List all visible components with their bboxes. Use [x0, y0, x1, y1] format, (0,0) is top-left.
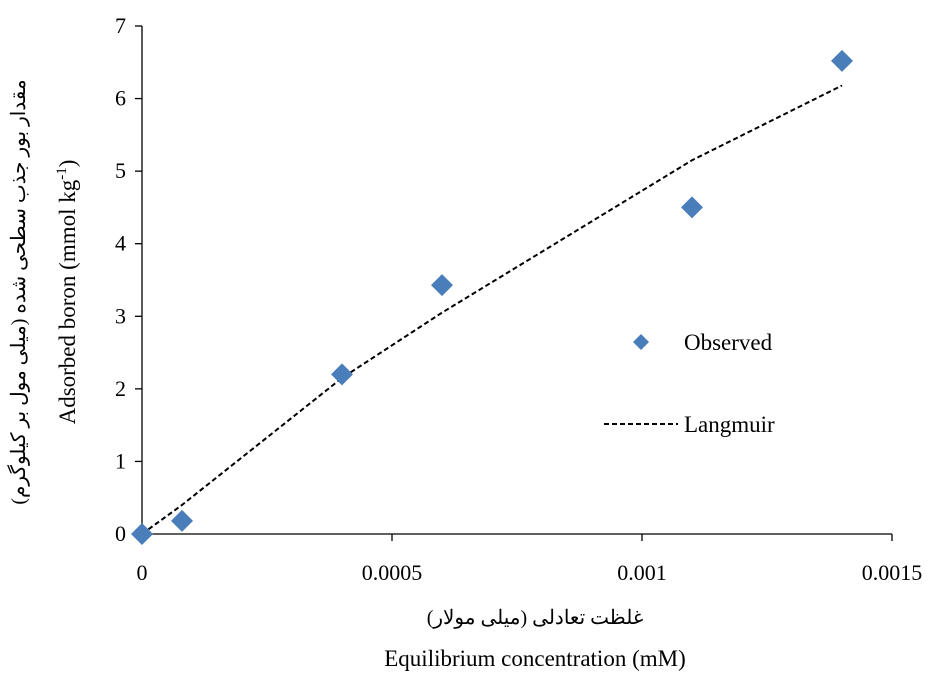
x-axis-label-persian: غلظت تعادلی (میلی مولار) — [427, 607, 644, 629]
legend: Observed Langmuir — [604, 330, 775, 437]
legend-langmuir-label: Langmuir — [684, 412, 775, 437]
y-tick-label: 6 — [115, 86, 126, 111]
y-axis-label-persian: مقدار بور جذب سطحی شده (میلی مول بر کیلو… — [7, 79, 30, 504]
y-tick-label: 4 — [115, 231, 126, 256]
y-tick-label: 1 — [115, 448, 126, 473]
observed-point — [831, 49, 853, 72]
data-markers — [131, 49, 853, 545]
x-axis-ticks: 0 0.0005 0.001 0.0015 — [137, 534, 923, 585]
observed-point — [681, 196, 703, 219]
observed-point — [431, 274, 453, 297]
y-axis-label: Adsorbed boron (mmol kg-1) — [54, 160, 80, 425]
observed-point — [171, 509, 193, 532]
observed-point — [331, 363, 353, 386]
x-tick-label: 0.0005 — [362, 560, 423, 585]
y-tick-label: 2 — [115, 376, 126, 401]
y-axis-ticks: 0 1 2 3 4 5 6 7 — [115, 13, 142, 546]
observed-point — [131, 523, 153, 545]
y-tick-label: 5 — [115, 158, 126, 183]
langmuir-line — [141, 84, 843, 535]
y-tick-label: 7 — [115, 13, 126, 38]
y-tick-label: 3 — [115, 303, 126, 328]
y-tick-label: 0 — [115, 521, 126, 546]
x-tick-label: 0.0015 — [862, 560, 923, 585]
legend-observed-label: Observed — [684, 330, 773, 355]
legend-observed-marker — [633, 334, 649, 350]
x-axis-label: Equilibrium concentration (mM) — [384, 646, 685, 671]
x-tick-label: 0.001 — [617, 560, 667, 585]
x-tick-label: 0 — [137, 560, 148, 585]
fit-lines — [141, 84, 843, 535]
